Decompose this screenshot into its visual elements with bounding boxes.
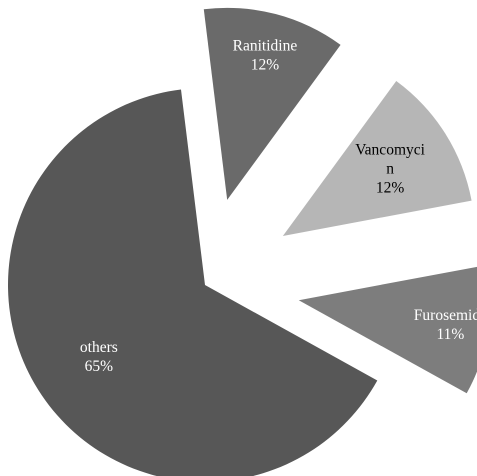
slice-label-vancomycin: Vancomyci n 12% — [355, 141, 425, 196]
slice-label-furosemide: Furosemide11% — [414, 307, 477, 343]
slice-label-others: others 65% — [80, 339, 118, 375]
slice-label-ranitidine: Ranitidine 12% — [233, 37, 298, 73]
pie-slice-ranitidine — [203, 7, 341, 200]
pie-slice-furosemide — [298, 266, 477, 394]
pie-slice-others — [8, 89, 378, 476]
pie-slice-vancomycin — [282, 81, 472, 236]
